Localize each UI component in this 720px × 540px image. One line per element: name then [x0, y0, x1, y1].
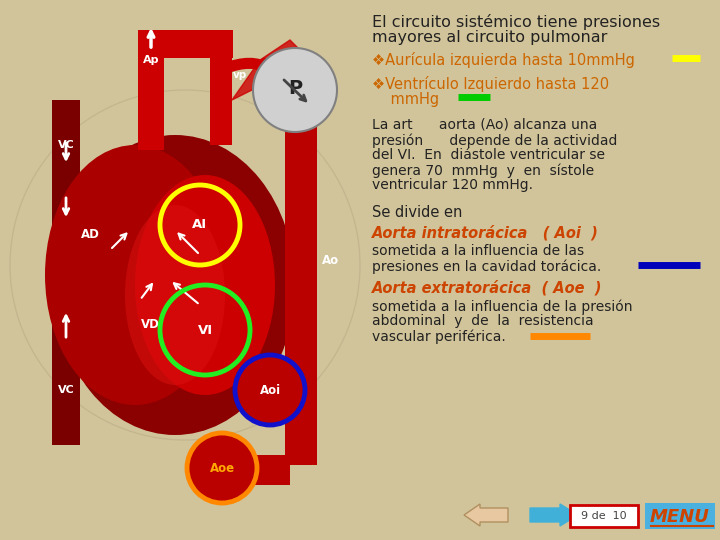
Text: Aorta intratorácica   ( Aoi  ): Aorta intratorácica ( Aoi )	[372, 225, 599, 240]
Text: presión      depende de la actividad: presión depende de la actividad	[372, 133, 617, 147]
Text: mayores al circuito pulmonar: mayores al circuito pulmonar	[372, 30, 608, 45]
Text: La art      aorta (Ao) alcanza una: La art aorta (Ao) alcanza una	[372, 118, 598, 132]
Text: ventricular 120 mmHg.: ventricular 120 mmHg.	[372, 178, 533, 192]
FancyBboxPatch shape	[138, 30, 164, 150]
Text: del VI.  En  diástole ventricular se: del VI. En diástole ventricular se	[372, 148, 605, 162]
Text: vp: vp	[233, 70, 247, 80]
Text: vascular periférica.: vascular periférica.	[372, 329, 505, 343]
Text: sometida a la influencia de las: sometida a la influencia de las	[372, 244, 584, 258]
Text: mmHg: mmHg	[372, 92, 439, 107]
FancyBboxPatch shape	[52, 100, 80, 240]
Text: presiones en la cavidad torácica.: presiones en la cavidad torácica.	[372, 259, 601, 273]
Text: abdominal  y  de  la  resistencia: abdominal y de la resistencia	[372, 314, 593, 328]
Ellipse shape	[55, 135, 295, 435]
Circle shape	[235, 355, 305, 425]
Text: P: P	[288, 78, 302, 98]
Text: Aorta extratorácica  ( Aoe  ): Aorta extratorácica ( Aoe )	[372, 280, 603, 295]
Ellipse shape	[45, 145, 225, 405]
Text: VD: VD	[140, 319, 159, 332]
Text: VC: VC	[58, 140, 74, 150]
Text: VC: VC	[58, 385, 74, 395]
FancyBboxPatch shape	[645, 503, 715, 529]
Polygon shape	[232, 40, 320, 130]
Text: MENU: MENU	[650, 508, 710, 526]
Text: 9 de  10: 9 de 10	[581, 511, 627, 521]
Text: Se divide en: Se divide en	[372, 205, 462, 220]
Circle shape	[187, 433, 257, 503]
FancyArrow shape	[464, 504, 508, 526]
FancyBboxPatch shape	[285, 120, 317, 340]
Circle shape	[253, 48, 337, 132]
FancyBboxPatch shape	[285, 335, 317, 465]
Text: AI: AI	[192, 219, 207, 232]
FancyBboxPatch shape	[52, 295, 80, 445]
FancyBboxPatch shape	[240, 455, 290, 485]
FancyBboxPatch shape	[570, 505, 638, 527]
FancyArrow shape	[530, 504, 578, 526]
FancyBboxPatch shape	[138, 30, 233, 58]
Text: ❖Aurícula izquierda hasta 10mmHg: ❖Aurícula izquierda hasta 10mmHg	[372, 52, 635, 68]
Text: ❖Ventrículo Izquierdo hasta 120: ❖Ventrículo Izquierdo hasta 120	[372, 76, 609, 92]
FancyBboxPatch shape	[210, 55, 232, 145]
Text: AD: AD	[81, 228, 99, 241]
Text: Ap: Ap	[143, 55, 159, 65]
Text: genera 70  mmHg  y  en  sístole: genera 70 mmHg y en sístole	[372, 163, 594, 178]
Text: Aoi: Aoi	[259, 383, 281, 396]
Text: sometida a la influencia de la presión: sometida a la influencia de la presión	[372, 299, 632, 314]
Text: El circuito sistémico tiene presiones: El circuito sistémico tiene presiones	[372, 14, 660, 30]
Text: Aoe: Aoe	[210, 462, 235, 475]
Text: VI: VI	[197, 323, 212, 336]
Ellipse shape	[125, 205, 225, 385]
Ellipse shape	[135, 175, 275, 395]
Text: Ao: Ao	[321, 253, 338, 267]
